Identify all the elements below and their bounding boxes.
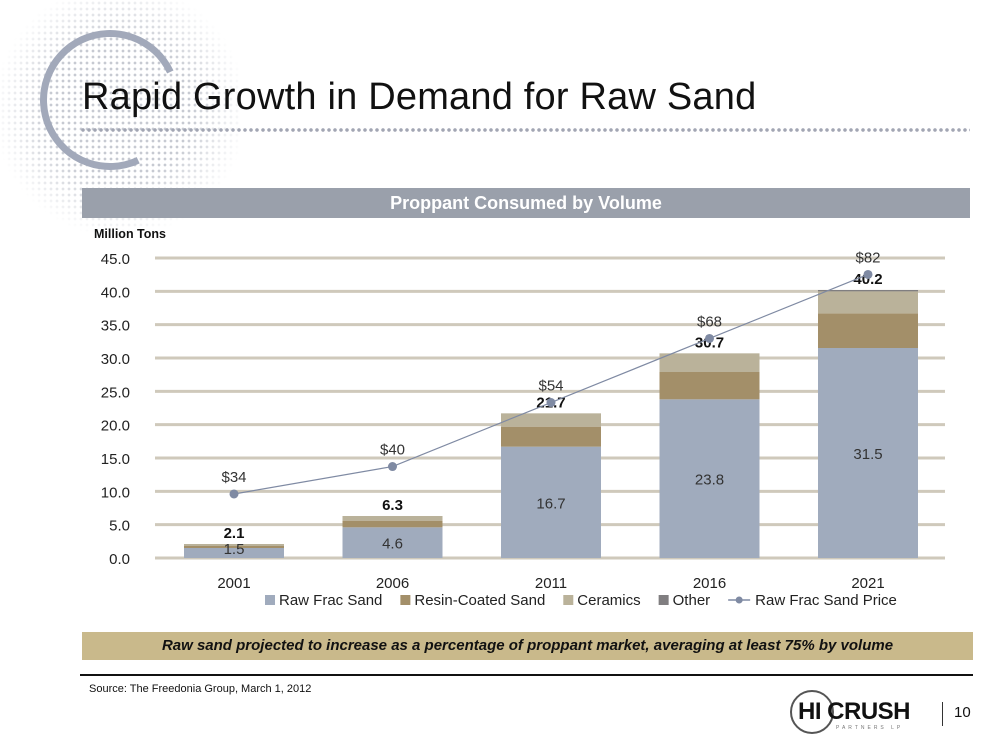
chart-header: Proppant Consumed by Volume [82,188,970,218]
y-tick-label: 5.0 [109,518,130,535]
y-tick-label: 35.0 [101,318,130,335]
source-note: Source: The Freedonia Group, March 1, 20… [89,683,312,695]
footer-rule [80,674,973,676]
bar-total-label: 40.2 [853,271,882,288]
price-point [863,269,873,279]
bar-segment-resin-coated-sand [659,372,760,400]
legend-label: Resin-Coated Sand [414,592,545,609]
bar-value-label: 4.6 [382,536,403,553]
y-tick-label: 0.0 [109,551,130,568]
price-label: $68 [697,313,722,330]
logo-text: HI CRUSH [798,698,911,725]
legend-swatch [658,595,669,605]
legend-swatch [400,595,411,605]
price-point [229,489,239,499]
legend-swatch [265,595,275,605]
bar-value-label: 31.5 [853,446,882,463]
bar-segment-raw-frac-sand [501,446,601,558]
key-takeaway-banner: Raw sand projected to increase as a perc… [82,632,973,660]
page-number-separator [942,702,943,726]
bar-segment-ceramics [184,544,284,546]
title-dotted-rule [80,128,970,132]
proppant-chart: Million Tons 0.0 5.0 10.0 15.0 20.0 25.0 30.0 3… [94,227,945,609]
bar-segment-raw-frac-sand [342,527,443,558]
legend-label: Raw Frac Sand Price [755,592,897,609]
bar-value-label: 1.5 [224,541,245,558]
company-logo: HI CRUSH PARTNERS LP [790,690,930,734]
y-tick-label: 30.0 [101,351,130,368]
price-point [388,462,397,472]
bar-segment-raw-frac-sand [818,348,918,558]
legend-label: Other [673,592,711,609]
bar-segment-ceramics [659,353,760,372]
y-tick-label: 15.0 [101,451,130,468]
x-tick-label: 2016 [693,575,726,592]
y-tick-label: 25.0 [101,384,130,401]
page-number: 10 [954,704,971,721]
bar-segment-other [818,290,918,292]
bar-segment-ceramics [501,413,601,427]
bar-segment-ceramics [818,291,918,314]
price-label: $82 [855,249,880,266]
bar-value-label: 23.8 [695,472,724,489]
price-point [705,333,714,343]
x-tick-label: 2006 [376,575,409,592]
logo-subtext: PARTNERS LP [836,725,904,731]
legend-swatch [563,595,574,605]
slide-title: Rapid Growth in Demand for Raw Sand [82,76,757,118]
bar-total-label: 6.3 [382,497,403,514]
bar-segment-raw-frac-sand [659,399,760,558]
price-label: $40 [380,442,405,459]
y-tick-label: 40.0 [101,284,130,301]
price-label: $54 [538,378,563,395]
y-tick-label: 45.0 [101,251,130,268]
legend-marker-icon [735,596,743,604]
y-axis-label: Million Tons [94,227,166,241]
legend-label: Raw Frac Sand [279,592,382,609]
bar-segment-resin-coated-sand [818,313,918,348]
bar-segment-resin-coated-sand [501,426,601,447]
bar-segment-raw-frac-sand [184,548,284,558]
logo-circle-icon [790,690,834,734]
bar-value-label: 16.7 [536,495,565,512]
bar-segment-resin-coated-sand [342,520,443,528]
x-tick-label: 2011 [535,575,567,592]
bar-segment-resin-coated-sand [184,546,284,548]
y-tick-label: 10.0 [101,484,130,501]
x-tick-label: 2021 [851,575,884,592]
bar-segment-ceramics [342,516,443,521]
legend-label: Ceramics [577,592,640,609]
price-label: $34 [221,469,246,486]
bar-total-label: 2.1 [224,525,245,542]
x-tick-label: 2001 [217,575,250,592]
price-point [546,398,556,408]
y-tick-label: 20.0 [101,418,130,435]
